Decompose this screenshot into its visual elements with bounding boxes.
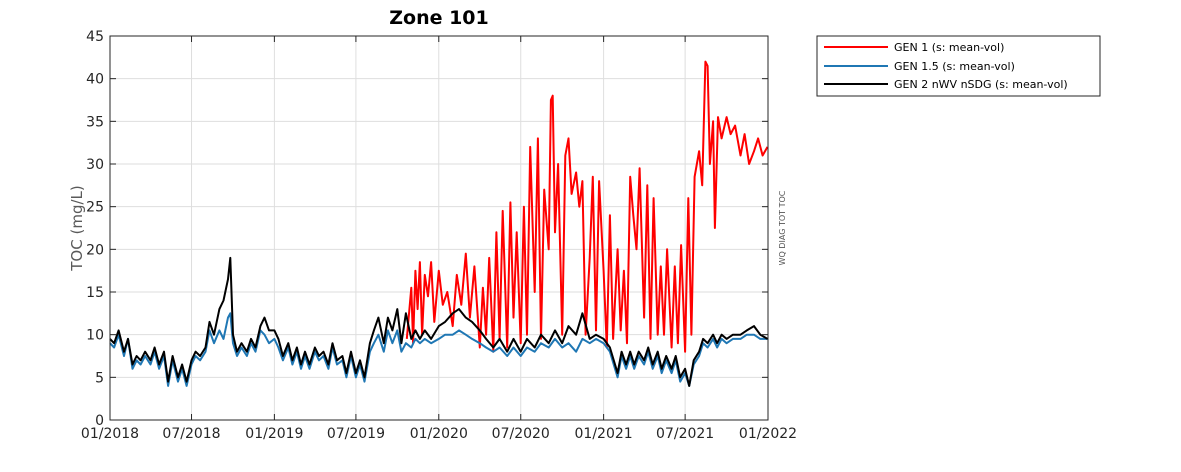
legend-label-gen-2: GEN 2 nWV nSDG (s: mean-vol) [894, 78, 1068, 91]
y-tick-label: 45 [86, 29, 104, 45]
y-tick-label: 40 [86, 72, 104, 88]
side-label: WQ DIAG TOT TOC [778, 190, 787, 265]
x-tick-label: 01/2022 [739, 426, 797, 442]
axis-ticks: 0 5 10 15 20 25 30 35 40 45 01/2018 07/2018 01/2019 0… [81, 29, 797, 442]
legend-label-gen-1: GEN 1 (s: mean-vol) [894, 41, 1004, 54]
y-tick-label: 10 [86, 328, 104, 344]
x-tick-label: 07/2020 [492, 426, 550, 442]
legend-label-gen-1-5: GEN 1.5 (s: mean-vol) [894, 60, 1015, 73]
x-tick-label: 07/2021 [656, 426, 714, 442]
y-axis-label: TOC (mg/L) [68, 185, 86, 271]
x-tick-label: 01/2020 [410, 426, 468, 442]
y-tick-label: 5 [95, 370, 104, 386]
y-tick-label: 35 [86, 114, 104, 130]
y-tick-label: 15 [86, 285, 104, 301]
series-layer [109, 60, 769, 387]
chart-title: Zone 101 [389, 7, 489, 29]
y-tick-label: 25 [86, 200, 104, 216]
series-line-2 [109, 256, 769, 387]
series-line-0 [405, 60, 769, 353]
y-tick-label: 30 [86, 157, 104, 173]
y-tick-label: 20 [86, 242, 104, 258]
legend: GEN 1 (s: mean-vol) GEN 1.5 (s: mean-vol… [816, 35, 1101, 97]
x-tick-label: 07/2019 [327, 426, 385, 442]
x-tick-label: 01/2021 [575, 426, 633, 442]
x-tick-label: 07/2018 [162, 426, 220, 442]
x-tick-label: 01/2019 [245, 426, 303, 442]
y-tick-label: 0 [95, 413, 104, 429]
x-tick-label: 01/2018 [81, 426, 139, 442]
